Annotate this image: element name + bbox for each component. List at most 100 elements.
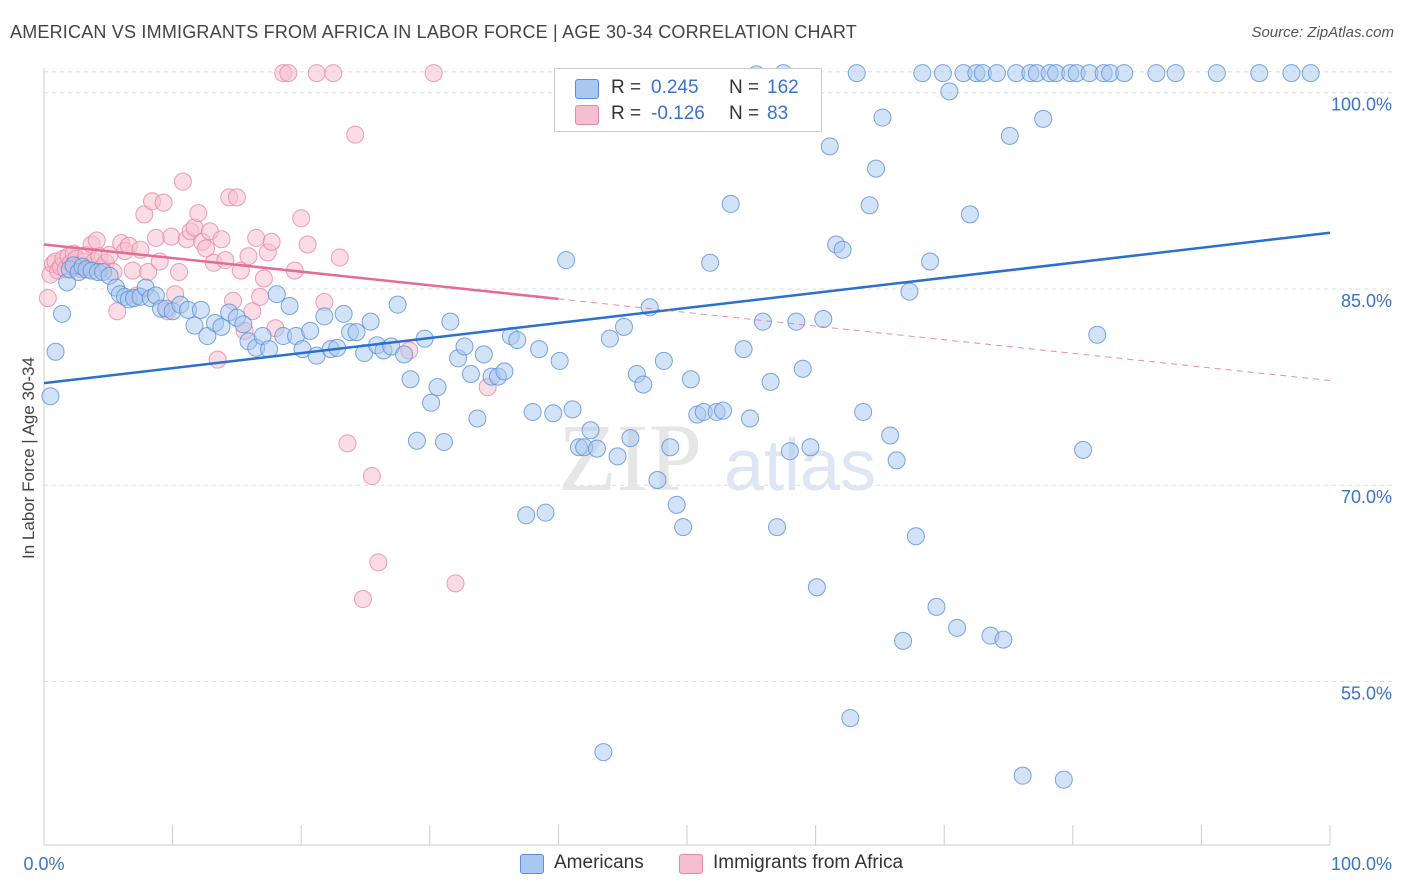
africa-point	[227, 188, 246, 207]
africa-point	[362, 467, 381, 486]
american-point	[1250, 64, 1269, 83]
americans-trend-line	[43, 231, 1331, 385]
watermark: ZIP atlas	[558, 404, 876, 511]
american-point	[395, 345, 414, 364]
american-point	[508, 330, 527, 349]
american-point	[1054, 770, 1073, 789]
africa-point	[216, 251, 235, 270]
american-point	[495, 362, 514, 381]
american-point	[46, 342, 65, 361]
american-point	[401, 370, 420, 389]
africa-point	[279, 64, 298, 83]
americans-legend-label: Americans	[554, 852, 644, 873]
american-point	[388, 295, 407, 314]
american-point	[701, 253, 720, 272]
american-point	[873, 108, 892, 127]
american-point	[422, 393, 441, 412]
r-value: -0.126	[651, 103, 705, 124]
africa-legend-swatch	[679, 854, 703, 874]
trend-lines	[43, 231, 1331, 385]
american-point	[1147, 64, 1166, 83]
africa-point	[189, 204, 208, 223]
american-point	[933, 64, 952, 83]
american-point	[455, 337, 474, 356]
africa-point	[338, 434, 357, 453]
american-point	[334, 304, 353, 323]
watermark-zip: ZIP	[558, 404, 702, 511]
american-point	[927, 597, 946, 616]
american-point	[1088, 325, 1107, 344]
n-value: 162	[767, 77, 799, 98]
africa-legend-label: Immigrants from Africa	[713, 852, 904, 873]
american-point	[867, 159, 886, 178]
american-point	[544, 404, 563, 423]
american-point	[594, 743, 613, 762]
american-point	[41, 387, 60, 406]
american-point	[734, 340, 753, 359]
africa-point	[251, 287, 270, 306]
y-tick-label: 100.0%	[1331, 95, 1392, 115]
source-credit: Source: ZipAtlas.com	[1251, 24, 1394, 41]
africa-point	[239, 247, 258, 266]
american-point	[474, 345, 493, 364]
africa-point	[38, 289, 57, 308]
africa-swatch	[575, 105, 599, 125]
american-point	[523, 402, 542, 421]
american-point	[634, 375, 653, 394]
american-point	[881, 426, 900, 445]
africa-point	[146, 228, 165, 247]
american-point	[608, 447, 627, 466]
correlation-legend: R = 0.245 N = 162 R = -0.126 N = 83	[554, 68, 822, 132]
africa-point	[324, 64, 343, 83]
africa-point	[243, 302, 262, 321]
africa-point	[292, 209, 311, 228]
africa-point	[173, 172, 192, 191]
american-point	[234, 315, 253, 334]
american-point	[820, 137, 839, 156]
american-point	[557, 251, 576, 270]
american-point	[1000, 126, 1019, 145]
africa-point	[197, 239, 216, 258]
american-point	[807, 578, 826, 597]
africa-point	[262, 232, 281, 251]
american-point	[428, 378, 447, 397]
american-point	[280, 296, 299, 315]
africa-point	[170, 262, 189, 281]
american-point	[536, 503, 555, 522]
american-point	[913, 64, 932, 83]
africa-point	[346, 125, 365, 144]
n-label: N =	[729, 103, 760, 124]
american-point	[530, 340, 549, 359]
americans-swatch	[575, 79, 599, 99]
american-point	[191, 300, 210, 319]
africa-point	[307, 64, 326, 83]
american-point	[654, 351, 673, 370]
american-point	[1074, 440, 1093, 459]
american-point	[780, 442, 799, 461]
american-point	[461, 365, 480, 383]
american-point	[347, 323, 366, 342]
x-tick-label-min: 0.0%	[23, 854, 64, 874]
watermark-atlas: atlas	[724, 426, 876, 506]
american-point	[441, 312, 460, 331]
r-label: R =	[611, 103, 642, 124]
american-point	[833, 240, 852, 259]
american-point	[267, 285, 286, 304]
american-point	[661, 438, 680, 457]
american-point	[681, 370, 700, 389]
africa-point	[162, 227, 181, 246]
africa-point	[446, 574, 465, 593]
american-point	[407, 431, 426, 450]
american-point	[860, 196, 879, 215]
american-point	[1115, 64, 1134, 83]
american-point	[801, 438, 820, 457]
american-point	[721, 194, 740, 213]
american-point	[987, 64, 1006, 83]
x-tick-label-max: 100.0%	[1331, 854, 1392, 874]
american-point	[434, 433, 453, 452]
american-point	[847, 64, 866, 83]
africa-point	[208, 350, 227, 369]
american-point	[212, 317, 231, 336]
american-point	[900, 282, 919, 301]
american-point	[581, 421, 600, 440]
